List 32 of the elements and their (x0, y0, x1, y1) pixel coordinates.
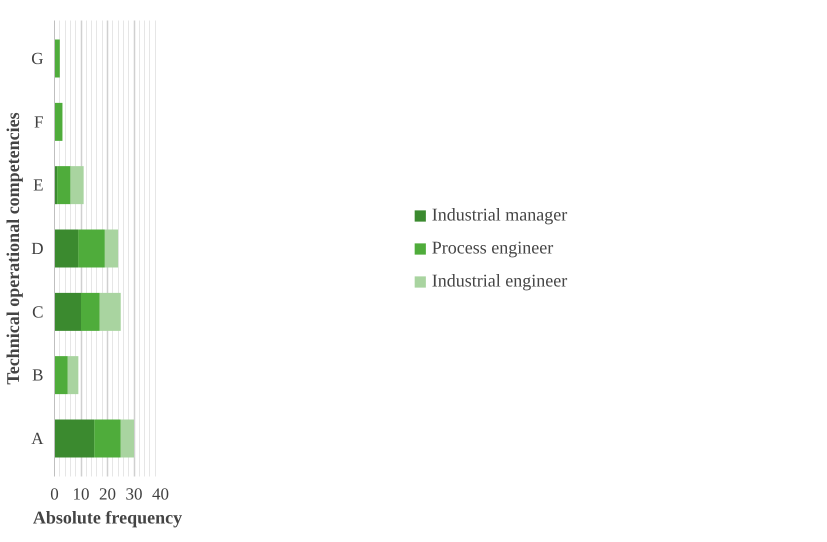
bar (57, 166, 70, 204)
bar (94, 420, 121, 458)
bar (54, 420, 94, 458)
legend-label: Industrial manager (432, 204, 568, 226)
x-tick-label: 10 (72, 484, 90, 504)
x-tick-label: 20 (99, 484, 116, 504)
x-tick-label: 0 (50, 484, 59, 504)
bar (54, 230, 78, 268)
bar (54, 40, 60, 78)
legend-label: Industrial engineer (432, 270, 568, 292)
bar (100, 292, 121, 331)
bar (54, 356, 68, 394)
y-tick-label: E (33, 176, 44, 195)
legend-label: Process engineer (432, 238, 554, 258)
x-tick-label: 40 (152, 484, 169, 504)
y-tick-label: D (31, 239, 44, 258)
y-tick-label: A (31, 429, 44, 448)
x-axis-title: Absolute frequency (32, 508, 182, 528)
bar (81, 292, 100, 331)
bar (70, 166, 84, 204)
y-tick-label: G (31, 49, 44, 68)
bar (68, 356, 78, 394)
bar (120, 420, 134, 458)
y-tick-label: F (34, 112, 44, 132)
y-tick-label: B (32, 366, 44, 385)
x-tick-label: 30 (126, 484, 142, 504)
y-tick-label: C (32, 302, 44, 322)
bar (54, 102, 62, 141)
bar (104, 230, 118, 268)
bar (78, 230, 105, 268)
bar (54, 292, 81, 331)
y-axis-title: Technical operational competencies (3, 112, 24, 385)
